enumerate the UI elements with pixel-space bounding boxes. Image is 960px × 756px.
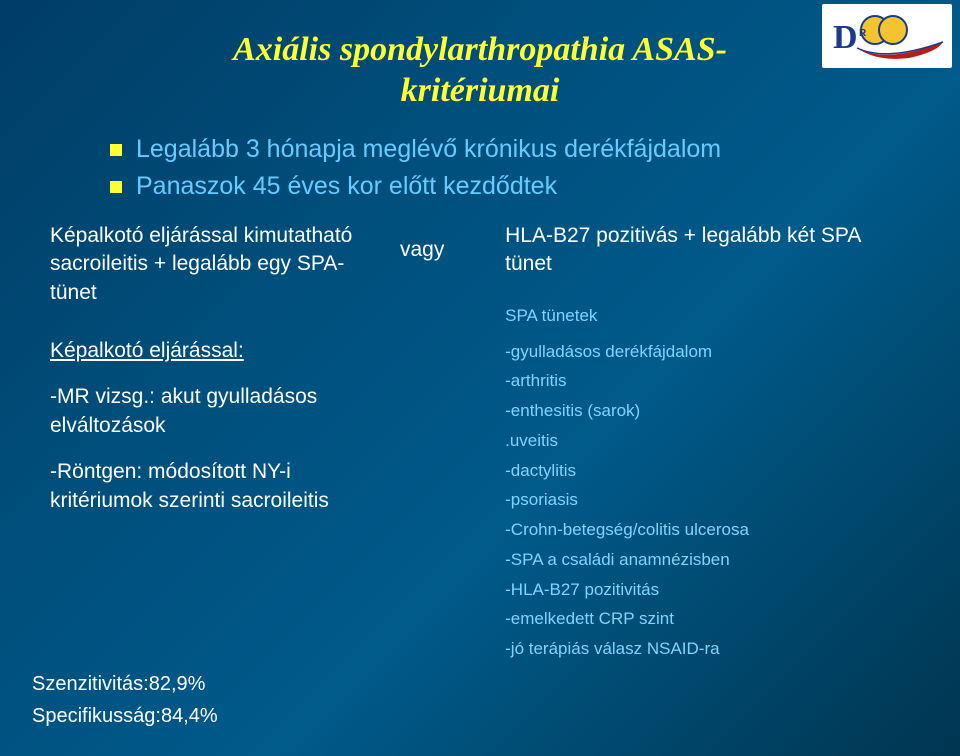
spa-item: .uveitis <box>505 426 910 456</box>
imaging-heading-text: Képalkotó eljárással: <box>50 339 244 362</box>
slide-title: Axiális spondylarthropathia ASAS- kritér… <box>40 30 920 112</box>
title-line-1: Axiális spondylarthropathia ASAS- <box>233 31 727 68</box>
imaging-criterion: Képalkotó eljárással kimutatható sacroil… <box>50 222 360 307</box>
imaging-item-xray: -Röntgen: módosított NY-i kritériumok sz… <box>50 458 390 515</box>
spa-symptom-list: SPA tünetek -gyulladásos derékfájdalom -… <box>505 301 910 664</box>
imaging-heading: Képalkotó eljárással: <box>50 337 475 365</box>
sensitivity-value: Szenzitivitás:82,9% <box>32 668 218 700</box>
title-line-2: kritériumai <box>401 72 560 109</box>
spa-item: -emelkedett CRP szint <box>505 604 910 634</box>
spa-item: -SPA a családi anamnézisben <box>505 545 910 575</box>
bullet-item: Panaszok 45 éves kor előtt kezdődtek <box>110 171 920 202</box>
hla-criterion: HLA-B27 pozitivás + legalább két SPA tün… <box>505 222 910 279</box>
spa-item: -HLA-B27 pozitivitás <box>505 575 910 605</box>
left-column: Képalkotó eljárással kimutatható sacroil… <box>50 222 475 664</box>
spa-item: -gyulladásos derékfájdalom <box>505 337 910 367</box>
bullet-square-icon <box>110 144 122 156</box>
imaging-item-mr: -MR vizsg.: akut gyulladásos elváltozáso… <box>50 383 390 440</box>
bullet-square-icon <box>110 181 122 193</box>
bullet-item: Legalább 3 hónapja meglévő krónikus deré… <box>110 134 920 165</box>
or-separator: vagy <box>400 238 444 262</box>
spa-list-header: SPA tünetek <box>505 301 910 331</box>
specificity-value: Specifikusság:84,4% <box>32 700 218 732</box>
spa-item: -jó terápiás válasz NSAID-ra <box>505 634 910 664</box>
svg-text:D: D <box>833 19 858 56</box>
spa-item: -enthesitis (sarok) <box>505 396 910 426</box>
bullet-text: Legalább 3 hónapja meglévő krónikus deré… <box>136 134 721 165</box>
spa-item: -arthritis <box>505 366 910 396</box>
bullet-list: Legalább 3 hónapja meglévő krónikus deré… <box>110 134 920 203</box>
bullet-text: Panaszok 45 éves kor előtt kezdődtek <box>136 171 557 202</box>
spa-item: -dactylitis <box>505 456 910 486</box>
right-column: HLA-B27 pozitivás + legalább két SPA tün… <box>505 222 910 664</box>
logo: D R <box>822 4 952 68</box>
svg-text:R: R <box>859 28 867 39</box>
footer-stats: Szenzitivitás:82,9% Specifikusság:84,4% <box>32 668 218 732</box>
spa-item: -Crohn-betegség/colitis ulcerosa <box>505 515 910 545</box>
spa-item: -psoriasis <box>505 485 910 515</box>
